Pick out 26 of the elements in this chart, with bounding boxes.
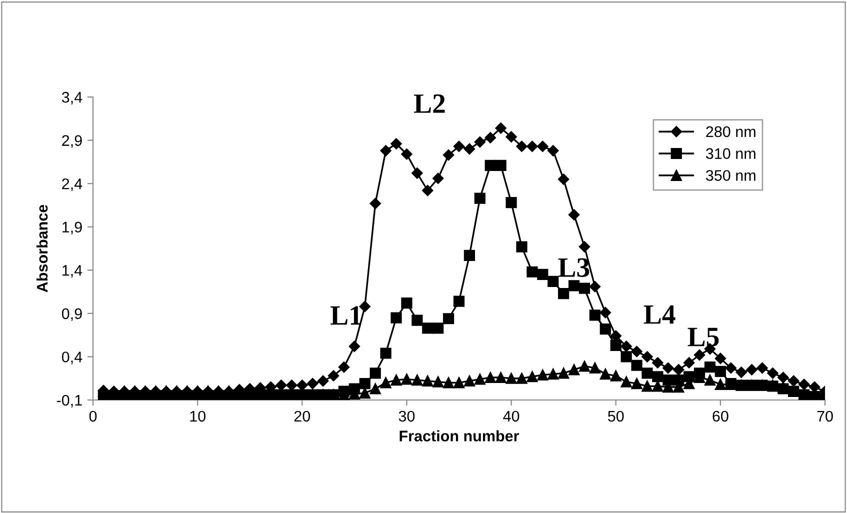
- legend-label: 280 nm: [706, 126, 756, 138]
- annotation: L1: [330, 306, 362, 325]
- x-tick-label: 70: [817, 410, 833, 422]
- x-tick-label: 10: [190, 410, 206, 422]
- x-tick-label: 30: [398, 410, 415, 422]
- x-tick-label: 0: [89, 410, 97, 422]
- y-tick-label: 1,4: [62, 265, 82, 278]
- y-tick-label: 3,4: [62, 92, 82, 104]
- x-tick-label: 40: [503, 410, 520, 422]
- y-tick-label: 0,9: [62, 308, 82, 321]
- x-tick-label: 20: [294, 410, 310, 422]
- y-axis-title: Absorbance: [36, 204, 48, 292]
- annotation: L2: [414, 94, 445, 113]
- annotation: L3: [558, 258, 590, 277]
- legend-label: 350 nm: [706, 170, 756, 181]
- y-tick-label: 2,9: [62, 135, 82, 148]
- legend-label: 310 nm: [706, 148, 756, 160]
- y-tick-label: 0,4: [62, 352, 82, 364]
- x-tick-label: 50: [608, 410, 624, 422]
- annotation: L5: [688, 328, 719, 346]
- y-tick-label: 2,4: [62, 178, 82, 192]
- x-axis-title: Fraction number: [400, 430, 520, 442]
- annotation: L4: [644, 305, 676, 324]
- y-tick-label: 1,9: [62, 222, 82, 234]
- y-tick-label: -0,1: [56, 394, 82, 408]
- x-tick-label: 60: [712, 410, 728, 422]
